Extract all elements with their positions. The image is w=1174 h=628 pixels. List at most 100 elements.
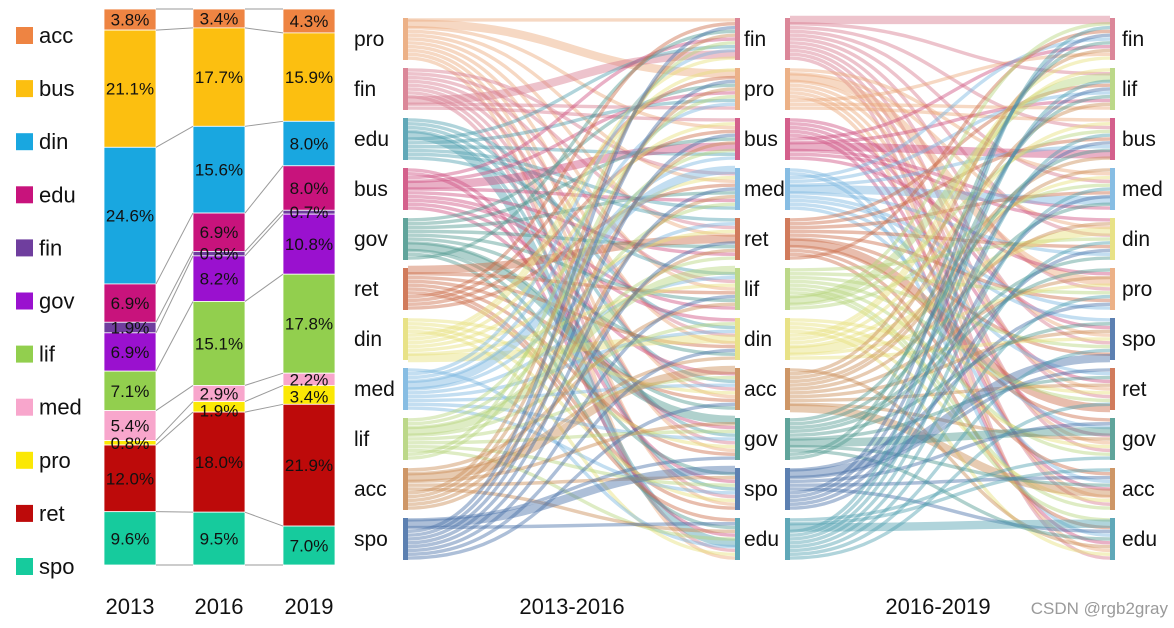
node-label-right-fin: fin [744,28,766,51]
flow-edu-spo [407,129,736,491]
flow-ret-med [789,191,1111,230]
bar-label-2016-lif: 15.1% [195,334,243,353]
flow-ret-din [407,275,736,349]
flow-med-med [407,165,736,390]
flow-acc-lif [407,302,736,472]
node-label-right-spo: spo [744,478,778,501]
bar-2016-ret [192,411,246,513]
flow-din-med [407,175,736,349]
bar-label-2013-fin: 1.9% [111,319,150,338]
node-right-gov [1110,418,1115,460]
flow-din-pro [407,68,736,341]
flow-spo-ret [789,368,1111,480]
flow-gov-bus [789,148,1111,422]
bar-2016-gov [192,255,246,302]
flow-edu-ret [789,402,1111,560]
flow-edu-spo [789,348,1111,556]
flow-acc-ret [789,383,1111,403]
node-label-left-med: med [354,378,395,401]
flow-bus-spo [407,168,736,484]
flow-ret-gov [407,283,736,456]
flow-lif-bus [789,129,1111,306]
flow-ret-pro [407,75,736,303]
flow-din-acc [407,318,736,395]
flow-spo-spo [789,353,1111,478]
node-label-left-gov: gov [354,228,388,251]
flow-gov-din [789,256,1111,430]
flow-din-fin [789,56,1111,337]
connector-line-2013-2016 [155,125,194,148]
node-left-acc [785,368,790,410]
bar-2019-din [282,120,336,167]
flow-bus-edu [789,133,1111,545]
legend-swatch-acc [16,27,33,44]
flow-med-edu [407,368,736,549]
flow-fin-din [407,79,736,337]
flow-fin-gov [789,48,1111,453]
node-left-bus [403,168,408,210]
node-left-ret [785,218,790,260]
legend-swatch-edu [16,186,33,204]
legend-label-med: med [39,395,82,420]
flow-pro-gov [789,87,1111,445]
flow-bus-acc [407,202,736,376]
flow-din-spo [789,337,1111,360]
bar-label-2019-med: 2.2% [290,370,329,389]
flow-gov-ret [407,229,736,249]
flow-acc-spo [789,329,1111,399]
flow-med-spo [789,198,1111,322]
node-label-left-lif: lif [354,428,369,451]
bar-label-2019-bus: 15.9% [285,68,333,87]
legend-label-din: din [39,129,68,154]
node-left-pro [403,18,408,60]
node-label-right-bus: bus [744,128,778,151]
flow-bus-med [407,187,736,203]
flow-med-spo [407,406,736,495]
bar-label-2013-acc: 3.8% [111,11,150,30]
sankey-2013-2016: pro fin edu bus gov ret din med lif acc spo fin pro b… [354,18,785,560]
flow-bus-bus [407,142,736,190]
flow-lif-bus [407,148,736,422]
flow-acc-ret [407,248,736,510]
bar-2013-din [103,146,157,285]
flow-med-fin [789,37,1111,180]
flow-lif-med [789,183,1111,310]
bar-label-2019-edu: 8.0% [290,179,329,198]
bar-label-2016-edu: 6.9% [200,223,239,242]
flow-lif-acc [789,287,1111,510]
node-label-right-din: din [744,328,772,351]
flow-din-gov [789,322,1111,449]
flow-lif-edu [789,291,1111,522]
bar-label-2016-din: 15.6% [195,161,243,180]
bar-2013-spo [103,511,157,566]
flow-ret-lif [407,272,736,295]
node-label-left-bus: bus [354,178,388,201]
flow-gov-ret [789,375,1111,441]
flow-pro-edu [407,56,736,560]
flow-lif-ret [789,279,1111,403]
flow-acc-fin [789,48,1111,376]
node-left-bus [785,118,790,160]
flow-edu-pro [789,294,1111,553]
flow-gov-spo [789,322,1111,437]
node-label-right-fin: fin [1122,28,1144,51]
sankey-2016-2019: fin lif bus med din pro spo ret gov acc edu [785,15,1163,560]
connector-line-2016-2019 [244,165,284,214]
flow-fin-din [789,33,1111,237]
bar-2016-bus [192,27,246,127]
flow-gov-med [407,191,736,230]
flow-pro-bus [789,106,1111,122]
flow-med-med [789,184,1111,205]
bar-label-2013-ret: 12.0% [106,469,154,488]
bar-2016-edu [192,212,246,252]
bar-label-2013-din: 24.6% [106,207,154,226]
flow-din-din [789,227,1111,355]
flow-edu-lif [407,156,736,276]
flow-acc-bus [407,141,736,503]
bar-2019-spo [282,525,336,566]
flow-fin-med [789,29,1111,184]
node-label-right-edu: edu [1122,528,1157,551]
bar-label-2016-spo: 9.5% [200,530,239,549]
connector-line-2016-2019 [244,403,284,413]
